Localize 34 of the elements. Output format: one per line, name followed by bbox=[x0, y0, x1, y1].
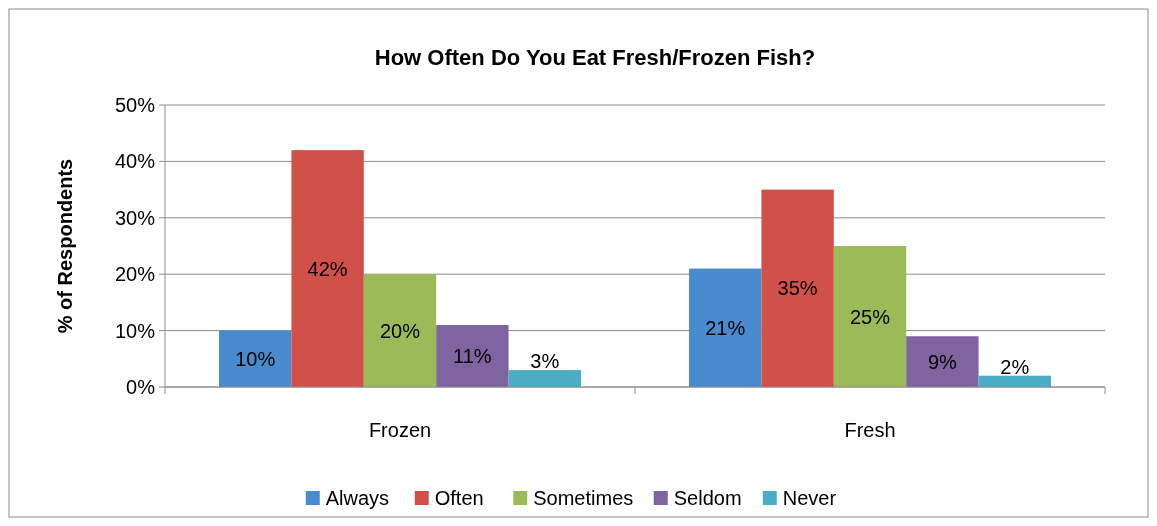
bar bbox=[291, 150, 364, 387]
bar bbox=[219, 330, 292, 387]
bar bbox=[363, 274, 437, 387]
y-tick-label: 0% bbox=[126, 376, 156, 398]
data-label: 11% bbox=[453, 344, 492, 367]
x-tick-label: Fresh bbox=[844, 419, 896, 441]
y-tick-label: 10% bbox=[114, 319, 156, 342]
bar bbox=[436, 324, 509, 387]
y-axis-title: % of Respondents bbox=[54, 158, 76, 334]
data-label: 9% bbox=[927, 350, 958, 373]
legend-label: Sometimes bbox=[533, 487, 634, 509]
data-label: 42% bbox=[307, 257, 348, 280]
y-tick-label: 20% bbox=[114, 263, 156, 286]
data-label: 3% bbox=[530, 350, 560, 373]
y-tick-label: 40% bbox=[114, 150, 156, 173]
data-label: 2% bbox=[1000, 355, 1030, 378]
data-label: 25% bbox=[849, 305, 891, 328]
legend-label: Never bbox=[782, 487, 837, 509]
chart-title: How Often Do You Eat Fresh/Frozen Fish? bbox=[374, 44, 816, 70]
bar bbox=[761, 189, 834, 387]
y-tick-label: 30% bbox=[114, 206, 156, 229]
data-label: 20% bbox=[379, 319, 421, 342]
data-label: 35% bbox=[777, 277, 818, 300]
legend-label: Always bbox=[325, 487, 390, 509]
data-label: 10% bbox=[235, 347, 276, 370]
x-tick-label: Frozen bbox=[368, 419, 432, 441]
legend-label: Often bbox=[434, 487, 484, 509]
data-label: 21% bbox=[705, 316, 746, 339]
y-tick-label: 50% bbox=[114, 94, 156, 116]
bar bbox=[833, 246, 907, 387]
bar bbox=[508, 370, 581, 387]
bar bbox=[906, 336, 979, 387]
bar bbox=[689, 268, 762, 387]
legend-label: Seldom bbox=[673, 487, 742, 509]
